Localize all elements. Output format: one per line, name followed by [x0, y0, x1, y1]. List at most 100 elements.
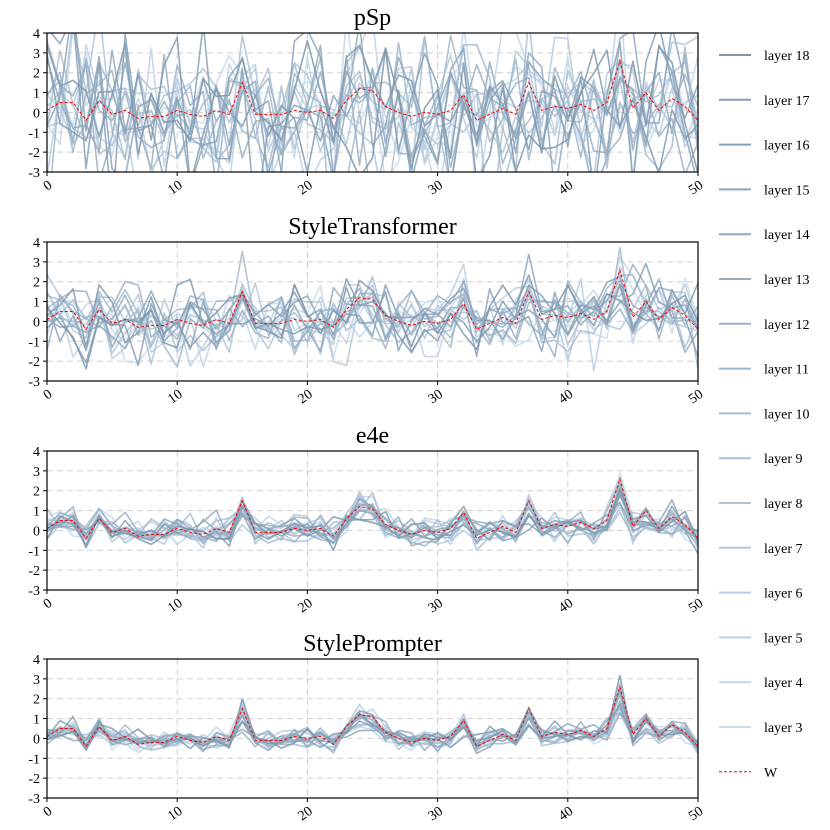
y-tick-label: 0	[33, 732, 40, 747]
series-line-layer-18	[47, 40, 698, 172]
series-line-layer-10	[47, 35, 698, 172]
legend-label: layer 7	[764, 542, 802, 557]
panel-title: e4e	[356, 423, 389, 449]
y-tick-label: 4	[33, 653, 40, 668]
series-line-layer-13	[47, 40, 698, 172]
y-tick-label: 1	[33, 713, 40, 728]
y-tick-label: 0	[33, 106, 40, 121]
series-line-layer-4	[47, 493, 698, 544]
x-tick-label: 20	[296, 804, 316, 824]
y-tick-label: 1	[33, 87, 40, 102]
legend-item: layer 8	[719, 497, 802, 512]
y-tick-label: -1	[28, 544, 40, 559]
y-tick-label: 2	[33, 485, 40, 500]
legend-label: layer 17	[764, 94, 809, 109]
y-tick-label: -2	[28, 146, 40, 161]
y-tick-label: 2	[33, 693, 40, 708]
y-tick-label: -3	[28, 584, 40, 599]
legend-item: layer 5	[719, 631, 802, 646]
x-tick-label: 0	[41, 804, 55, 820]
y-tick-label: -3	[28, 792, 40, 807]
y-tick-label: 2	[33, 276, 40, 291]
series-line-layer-7	[47, 36, 698, 172]
series-line-layer-9	[47, 33, 698, 172]
panel-title: StyleTransformer	[288, 214, 456, 240]
legend-item: layer 7	[719, 542, 802, 557]
x-tick-label: 50	[686, 596, 706, 616]
y-tick-label: -3	[28, 375, 40, 390]
panel-frame	[46, 658, 699, 799]
x-tick-label: 0	[41, 178, 55, 194]
series-line-W	[47, 268, 698, 331]
series-line-layer-10	[47, 491, 698, 545]
legend-label: layer 15	[764, 183, 809, 198]
legend-item: layer 15	[719, 183, 809, 198]
y-tick-label: 4	[33, 27, 40, 42]
y-tick-label: 3	[33, 256, 40, 271]
x-tick-label: 20	[296, 387, 316, 407]
series-line-layer-16	[50, 33, 698, 172]
panel-title: StylePrompter	[303, 631, 442, 657]
x-tick-label: 50	[686, 387, 706, 407]
series-line-layer-9	[47, 282, 698, 370]
legend-label: layer 5	[764, 631, 802, 646]
x-tick-label: 40	[556, 804, 576, 824]
x-tick-label: 10	[165, 178, 185, 198]
legend-label: W	[764, 766, 778, 781]
legend-label: layer 4	[764, 676, 802, 691]
y-tick-label: 2	[33, 67, 40, 82]
y-tick-label: 3	[33, 47, 40, 62]
x-tick-label: 10	[165, 804, 185, 824]
legend-item: layer 14	[719, 228, 809, 243]
x-tick-label: 0	[41, 596, 55, 612]
legend-label: layer 11	[764, 363, 809, 378]
panel-title: pSp	[354, 5, 391, 31]
legend-item: layer 10	[719, 407, 809, 422]
series-line-layer-17	[47, 278, 698, 354]
legend-label: layer 16	[764, 139, 809, 154]
legend-label: layer 3	[764, 721, 802, 736]
panel-frame	[46, 450, 699, 591]
x-tick-label: 30	[426, 178, 446, 198]
y-tick-label: 0	[33, 524, 40, 539]
legend-label: layer 14	[764, 228, 809, 243]
y-tick-label: 4	[33, 236, 40, 251]
y-tick-label: -2	[28, 564, 40, 579]
legend-label: layer 8	[764, 497, 802, 512]
legend-label: layer 6	[764, 587, 802, 602]
y-tick-label: 4	[33, 445, 40, 460]
series-line-layer-16	[47, 262, 698, 367]
x-tick-label: 10	[165, 387, 185, 407]
legend-item: layer 13	[719, 273, 809, 288]
legend-item: layer 18	[719, 49, 809, 64]
legend-label: layer 13	[764, 273, 809, 288]
legend-item: layer 11	[719, 363, 809, 378]
y-tick-label: 3	[33, 673, 40, 688]
y-tick-label: 3	[33, 465, 40, 480]
panel-frame	[46, 241, 699, 382]
series-line-layer-18	[47, 674, 698, 751]
legend-item: layer 9	[719, 452, 802, 467]
legend-label: layer 9	[764, 452, 802, 467]
y-tick-label: -2	[28, 355, 40, 370]
x-tick-label: 30	[426, 387, 446, 407]
x-tick-label: 20	[296, 178, 316, 198]
y-tick-label: -1	[28, 126, 40, 141]
series-line-W	[47, 59, 698, 122]
series-line-W	[47, 685, 698, 748]
x-tick-label: 0	[41, 387, 55, 403]
series-line-layer-17	[47, 36, 698, 172]
layer-series-group	[47, 33, 698, 172]
x-tick-label: 10	[165, 596, 185, 616]
series-line-layer-10	[47, 246, 698, 349]
x-tick-label: 30	[426, 596, 446, 616]
y-tick-label: 1	[33, 296, 40, 311]
y-tick-label: -3	[28, 166, 40, 181]
legend-label: layer 12	[764, 318, 809, 333]
y-tick-label: -1	[28, 335, 40, 350]
